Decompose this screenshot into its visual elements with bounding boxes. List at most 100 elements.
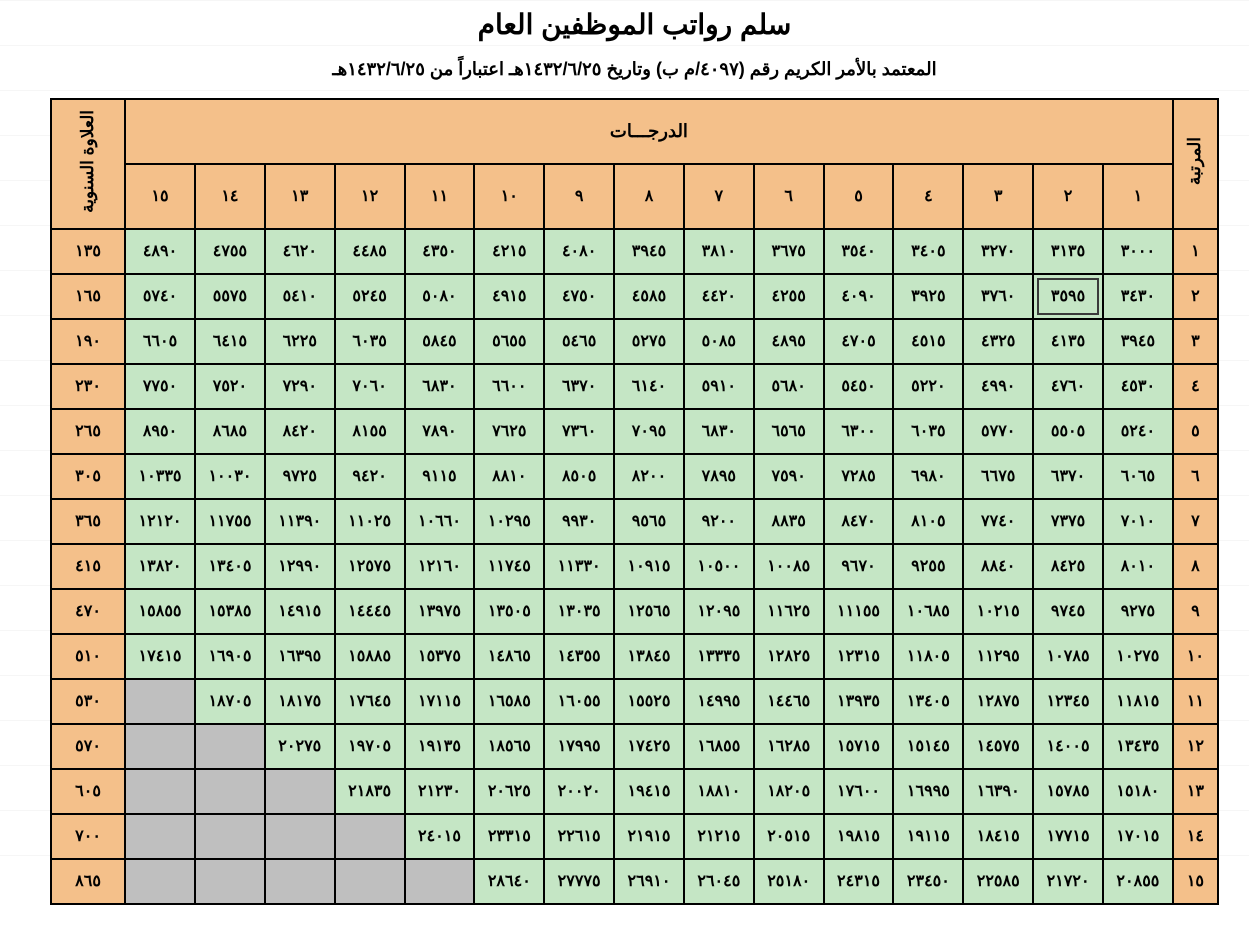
salary-cell: ١١٨٠٥ <box>893 634 963 679</box>
bonus-cell: ٤١٥ <box>51 544 125 589</box>
salary-cell: ١١٨١٥ <box>1103 679 1173 724</box>
salary-cell: ١٥٣٧٥ <box>405 634 475 679</box>
salary-cell: ١٧١١٥ <box>405 679 475 724</box>
salary-cell <box>125 769 195 814</box>
table-row: ٢٣٤٣٠٣٥٩٥٣٧٦٠٣٩٢٥٤٠٩٠٤٢٥٥٤٤٢٠٤٥٨٥٤٧٥٠٤٩١… <box>51 274 1218 319</box>
salary-cell: ٢١٢٣٠ <box>405 769 475 814</box>
salary-cell: ١٠٢٧٥ <box>1103 634 1173 679</box>
salary-cell: ٤٧٥٠ <box>544 274 614 319</box>
bonus-cell: ١٦٥ <box>51 274 125 319</box>
salary-cell: ١٠٧٨٥ <box>1033 634 1103 679</box>
salary-cell: ٥٤٥٠ <box>824 364 894 409</box>
salary-cell: ٧٢٨٥ <box>824 454 894 499</box>
degree-number-header: ٢ <box>1033 164 1103 229</box>
table-row: ١١١١٨١٥١٢٣٤٥١٢٨٧٥١٣٤٠٥١٣٩٣٥١٤٤٦٥١٤٩٩٥١٥٥… <box>51 679 1218 724</box>
salary-cell: ٦٦٠٠ <box>474 364 544 409</box>
salary-cell: ٤٣٢٥ <box>963 319 1033 364</box>
salary-cell: ٢٢٥٨٥ <box>963 859 1033 904</box>
degree-number-header: ٣ <box>963 164 1033 229</box>
salary-cell: ٤٤٨٥ <box>335 229 405 274</box>
salary-cell: ٨٨١٠ <box>474 454 544 499</box>
salary-cell: ٩٩٣٠ <box>544 499 614 544</box>
salary-cell <box>125 724 195 769</box>
salary-cell <box>125 814 195 859</box>
salary-cell: ١٩١٣٥ <box>405 724 475 769</box>
salary-cell: ١٥٨٨٥ <box>335 634 405 679</box>
salary-cell: ١٠٦٨٥ <box>893 589 963 634</box>
salary-cell: ١٤٥٧٥ <box>963 724 1033 769</box>
salary-cell: ٣١٣٥ <box>1033 229 1103 274</box>
salary-cell: ٧٧٤٠ <box>963 499 1033 544</box>
salary-cell: ١٢١٦٠ <box>405 544 475 589</box>
rank-cell: ٩ <box>1173 589 1218 634</box>
salary-cell: ٨٨٣٥ <box>754 499 824 544</box>
salary-cell: ٥٤٦٥ <box>544 319 614 364</box>
salary-cell: ٩٤٢٠ <box>335 454 405 499</box>
salary-cell: ١٨٥٦٥ <box>474 724 544 769</box>
salary-cell: ١٠٢٩٥ <box>474 499 544 544</box>
salary-cell: ٣٦٧٥ <box>754 229 824 274</box>
salary-cell: ١٦٩٠٥ <box>195 634 265 679</box>
salary-cell: ٧٥٩٠ <box>754 454 824 499</box>
salary-cell: ٩٧٤٥ <box>1033 589 1103 634</box>
rank-header: المرتبة <box>1173 99 1218 229</box>
salary-cell: ٢٠٥١٥ <box>754 814 824 859</box>
salary-cell: ٦٣٧٠ <box>1033 454 1103 499</box>
salary-cell: ٦٦٧٥ <box>963 454 1033 499</box>
salary-cell: ٤٥٣٠ <box>1103 364 1173 409</box>
salary-cell: ١٨١٧٥ <box>265 679 335 724</box>
salary-cell: ١٨٨١٠ <box>684 769 754 814</box>
salary-cell: ١٤٠٠٥ <box>1033 724 1103 769</box>
salary-cell: ١٩٧٠٥ <box>335 724 405 769</box>
salary-cell: ٨١٠٥ <box>893 499 963 544</box>
bonus-cell: ٦٠٥ <box>51 769 125 814</box>
rank-cell: ١٢ <box>1173 724 1218 769</box>
rank-cell: ١٤ <box>1173 814 1218 859</box>
degree-number-header: ١٤ <box>195 164 265 229</box>
salary-cell: ٣٤٣٠ <box>1103 274 1173 319</box>
salary-cell: ٦٥٦٥ <box>754 409 824 454</box>
bonus-cell: ٨٦٥ <box>51 859 125 904</box>
salary-cell: ٢٠٠٢٠ <box>544 769 614 814</box>
salary-cell: ٤٠٨٠ <box>544 229 614 274</box>
salary-cell: ١٧٤٢٥ <box>614 724 684 769</box>
salary-cell: ٥٦٨٠ <box>754 364 824 409</box>
degrees-header: الدرجـــات <box>125 99 1173 164</box>
salary-cell: ١٣٤٠٥ <box>195 544 265 589</box>
table-row: ٤٤٥٣٠٤٧٦٠٤٩٩٠٥٢٢٠٥٤٥٠٥٦٨٠٥٩١٠٦١٤٠٦٣٧٠٦٦٠… <box>51 364 1218 409</box>
salary-cell: ١٨٤١٥ <box>963 814 1033 859</box>
salary-cell: ١٣٠٣٥ <box>544 589 614 634</box>
salary-cell: ٨٥٠٥ <box>544 454 614 499</box>
salary-cell: ١٧٩٩٥ <box>544 724 614 769</box>
rank-cell: ١ <box>1173 229 1218 274</box>
salary-cell: ٦٨٣٠ <box>405 364 475 409</box>
table-row: ١٣١٥١٨٠١٥٧٨٥١٦٣٩٠١٦٩٩٥١٧٦٠٠١٨٢٠٥١٨٨١٠١٩٤… <box>51 769 1218 814</box>
salary-cell: ٢٧٧٧٥ <box>544 859 614 904</box>
salary-cell: ٢٥١٨٠ <box>754 859 824 904</box>
salary-cell: ٣٩٤٥ <box>1103 319 1173 364</box>
salary-cell: ٤٩٩٠ <box>963 364 1033 409</box>
salary-cell: ٤٤٢٠ <box>684 274 754 319</box>
salary-cell: ٣٩٤٥ <box>614 229 684 274</box>
salary-cell: ١٤٤٦٥ <box>754 679 824 724</box>
salary-cell <box>195 859 265 904</box>
bonus-cell: ١٣٥ <box>51 229 125 274</box>
salary-cell: ٥٢٢٠ <box>893 364 963 409</box>
salary-cell: ٨٤٧٠ <box>824 499 894 544</box>
salary-cell: ٧٣٧٥ <box>1033 499 1103 544</box>
salary-cell: ١٦٠٥٥ <box>544 679 614 724</box>
salary-cell: ١٢٥٦٥ <box>614 589 684 634</box>
salary-cell: ٩٢٥٥ <box>893 544 963 589</box>
salary-cell: ٢٣٣١٥ <box>474 814 544 859</box>
rank-cell: ٦ <box>1173 454 1218 499</box>
salary-cell: ١٠٠٣٠ <box>195 454 265 499</box>
salary-cell: ٦١٤٠ <box>614 364 684 409</box>
salary-cell: ٧٥٢٠ <box>195 364 265 409</box>
salary-cell: ١٢٩٩٠ <box>265 544 335 589</box>
salary-cell: ١٩١١٥ <box>893 814 963 859</box>
salary-cell: ١٢٨٢٥ <box>754 634 824 679</box>
salary-cell: ١٢٠٩٥ <box>684 589 754 634</box>
bonus-cell: ٢٣٠ <box>51 364 125 409</box>
salary-cell: ٤٦٢٠ <box>265 229 335 274</box>
salary-cell: ٣٩٢٥ <box>893 274 963 319</box>
